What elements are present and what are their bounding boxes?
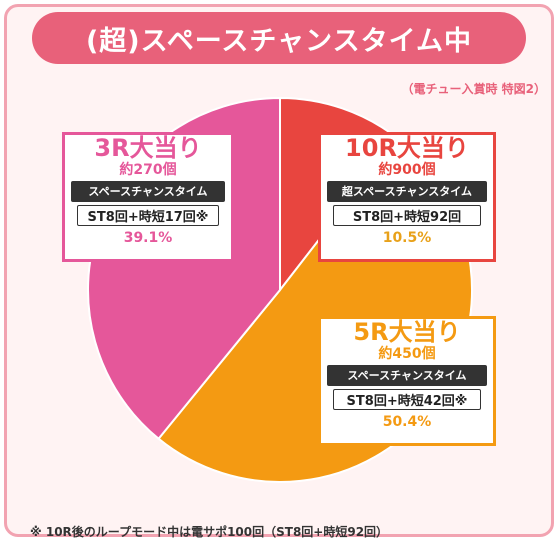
callout-5r-st: ST8回+時短42回※ xyxy=(333,389,481,410)
callout-3r-percent: 39.1% xyxy=(123,230,173,246)
callout-3r-mode: スペースチャンスタイム xyxy=(71,181,225,202)
callout-5r-head: 5R大当り xyxy=(353,318,461,346)
callout-3r-st: ST8回+時短17回※ xyxy=(77,205,219,226)
footnote: ※ 10R後のループモード中は電サポ100回（ST8回+時短92回） xyxy=(30,525,389,539)
callout-10r: 10R大当り 約900個 超スペースチャンスタイム ST8回+時短92回 10.… xyxy=(318,132,496,262)
callout-10r-count: 約900個 xyxy=(378,162,436,178)
callout-10r-mode: 超スペースチャンスタイム xyxy=(327,181,487,202)
callout-5r: 5R大当り 約450個 スペースチャンスタイム ST8回+時短42回※ 50.4… xyxy=(318,316,496,446)
callout-5r-percent: 50.4% xyxy=(382,414,432,430)
callout-3r-count: 約270個 xyxy=(119,162,177,178)
callout-3r: 3R大当り 約270個 スペースチャンスタイム ST8回+時短17回※ 39.1… xyxy=(62,132,234,262)
callout-10r-st: ST8回+時短92回 xyxy=(333,205,481,226)
callout-10r-head: 10R大当り xyxy=(345,134,469,162)
callout-10r-percent: 10.5% xyxy=(382,230,432,246)
lottery-condition-note: （電チュー入賞時 特図2） xyxy=(401,82,546,96)
callout-5r-mode: スペースチャンスタイム xyxy=(327,365,487,386)
callout-3r-head: 3R大当り xyxy=(94,134,202,162)
callout-5r-count: 約450個 xyxy=(378,346,436,362)
page-title: (超)スペースチャンスタイム中 xyxy=(32,12,526,64)
